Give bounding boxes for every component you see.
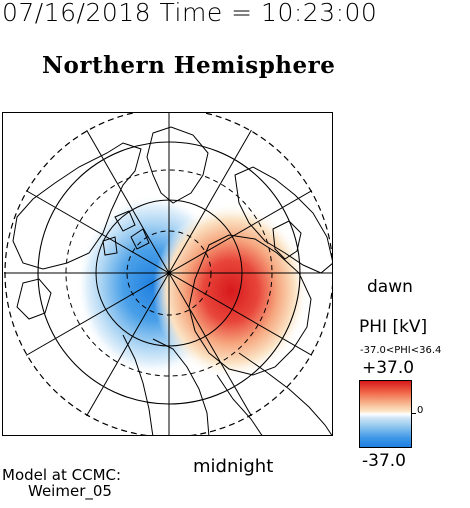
- midnight-label: midnight: [193, 456, 274, 477]
- siberia-coastline: [188, 234, 312, 376]
- model-credit-line1: Model at CCMC:: [2, 466, 122, 484]
- colorbar-max-label: +37.0: [362, 358, 415, 378]
- colorbar-min-label: -37.0: [362, 451, 406, 471]
- polar-map: [2, 112, 333, 436]
- colorbar-zero-label: 0: [417, 405, 424, 416]
- asia-coastline: [216, 352, 332, 435]
- positive-potential-cell: [153, 203, 309, 379]
- arctic-islands: [102, 210, 150, 256]
- coastlines: [12, 126, 332, 435]
- colorbar: [359, 380, 412, 448]
- alaska-coastline: [122, 334, 210, 435]
- colorbar-title: PHI [kV]: [359, 317, 428, 337]
- model-credit-line2: Weimer_05: [28, 482, 112, 500]
- greenland-coastline: [146, 126, 209, 204]
- dawn-label: dawn: [367, 277, 413, 297]
- timestamp-title: 07/16/2018 Time = 10:23:00: [2, 0, 378, 27]
- graticule: [4, 113, 332, 435]
- meridian-150: [74, 113, 264, 435]
- hemisphere-title: Northern Hemisphere: [42, 52, 336, 79]
- colorbar-range-text: -37.0<PHI<36.4: [360, 345, 442, 356]
- colorbar-zero-tick: [412, 413, 416, 414]
- canada-coastline: [12, 142, 142, 270]
- europe-coastline: [234, 166, 332, 274]
- polar-map-svg: [4, 113, 332, 435]
- hudson-bay-coastline: [16, 278, 52, 320]
